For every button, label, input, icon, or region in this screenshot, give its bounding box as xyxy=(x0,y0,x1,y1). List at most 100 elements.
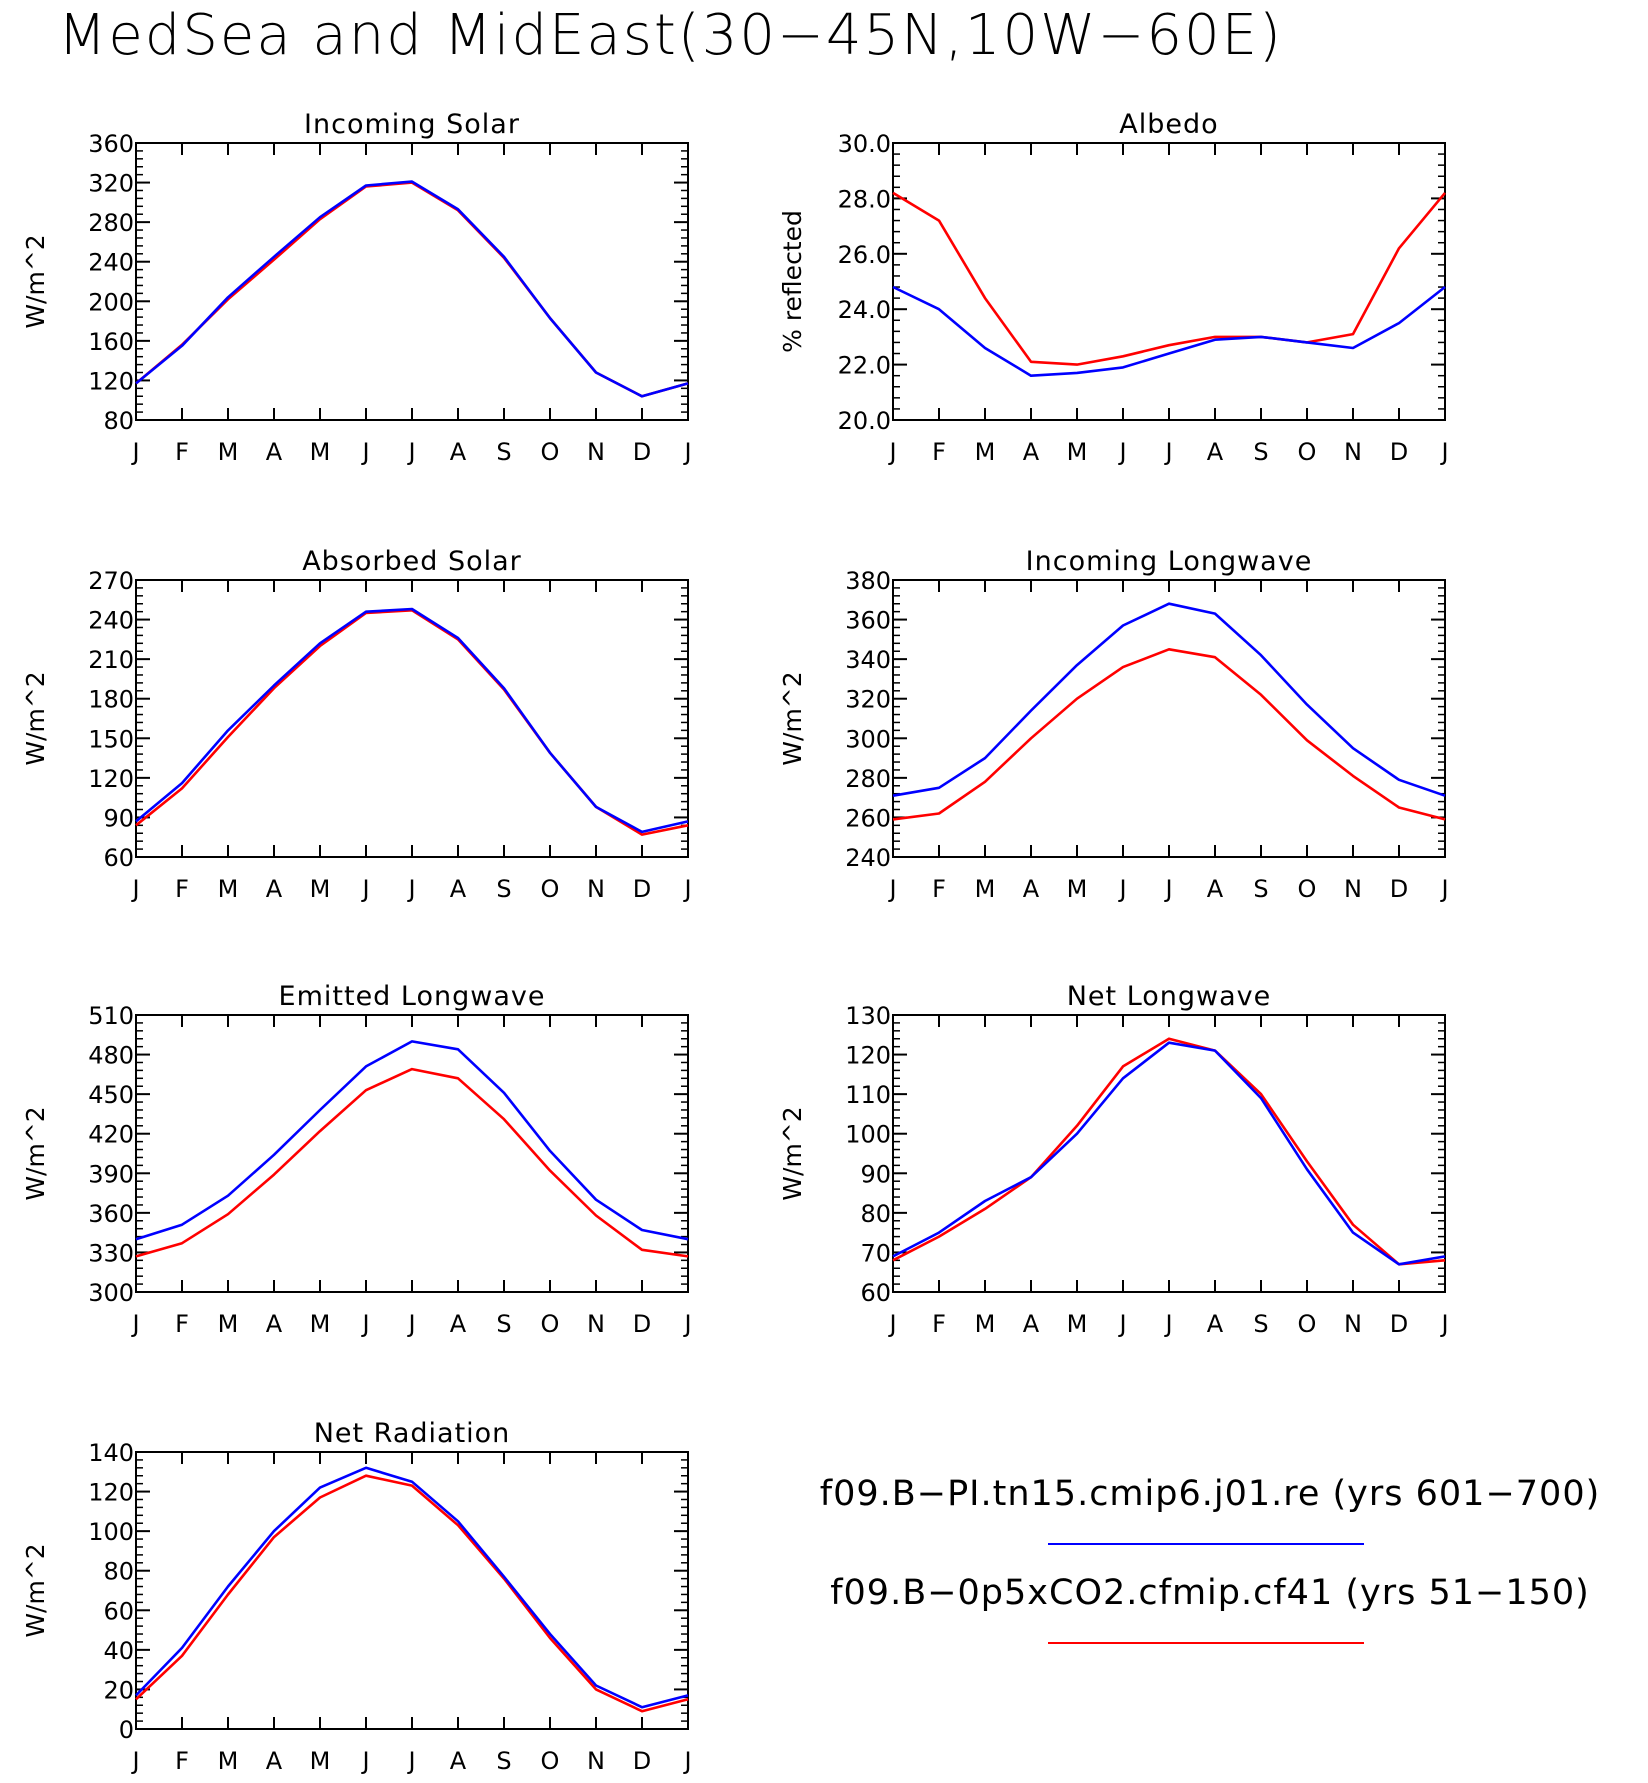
x-tick-label: J xyxy=(360,1747,369,1775)
series-line xyxy=(135,608,689,836)
y-tick-label: 340 xyxy=(845,646,891,674)
x-tick-label: J xyxy=(1163,1310,1172,1338)
x-tick-label: J xyxy=(1163,438,1172,466)
x-tick-label: M xyxy=(218,1747,239,1775)
x-tick-label: J xyxy=(1439,875,1448,903)
x-tick-label: O xyxy=(1298,1310,1317,1338)
y-axis-label: W/m^2 xyxy=(778,671,807,765)
y-tick-label: 60 xyxy=(103,1597,134,1625)
x-tick-label: F xyxy=(175,1747,189,1775)
y-tick-label: 110 xyxy=(845,1081,891,1109)
x-tick-label: J xyxy=(887,438,896,466)
y-tick-label: 28.0 xyxy=(838,185,891,213)
chart-panel: J F M A M J J A S O N D J6090120150180210240270W/m^2… xyxy=(21,546,692,903)
y-tick-label: 24.0 xyxy=(838,296,891,324)
series-line xyxy=(135,180,689,398)
x-tick-label: A xyxy=(266,1747,283,1775)
y-tick-label: 26.0 xyxy=(838,241,891,269)
x-tick-label: M xyxy=(975,1310,996,1338)
x-tick-label: J xyxy=(406,1310,415,1338)
x-tick-label: D xyxy=(633,1747,651,1775)
x-tick-label: J xyxy=(682,1747,691,1775)
x-tick-label: S xyxy=(1253,875,1268,903)
x-tick-label: O xyxy=(541,438,560,466)
y-axis-label: % reflected xyxy=(778,210,807,353)
x-tick-label: J xyxy=(1439,438,1448,466)
x-tick-label: J xyxy=(1439,1310,1448,1338)
y-tick-label: 420 xyxy=(88,1121,134,1149)
x-tick-label: M xyxy=(975,875,996,903)
x-tick-label: J xyxy=(360,875,369,903)
y-tick-label: 100 xyxy=(845,1121,891,1149)
y-tick-label: 150 xyxy=(88,725,134,753)
legend-label-blue: f09.B−PI.tn15.cmip6.j01.re (yrs 601−700) xyxy=(820,1474,1601,1514)
x-tick-label: J xyxy=(360,1310,369,1338)
x-tick-label: M xyxy=(975,438,996,466)
x-tick-label: J xyxy=(887,1310,896,1338)
y-tick-label: 120 xyxy=(88,1479,134,1507)
panel-title: Emitted Longwave xyxy=(279,981,546,1012)
y-tick-label: 80 xyxy=(860,1200,891,1228)
x-tick-label: D xyxy=(633,875,651,903)
x-tick-label: O xyxy=(541,875,560,903)
y-tick-label: 240 xyxy=(88,249,134,277)
y-tick-label: 360 xyxy=(88,130,134,158)
y-tick-label: 30.0 xyxy=(838,130,891,158)
x-tick-label: D xyxy=(1390,875,1408,903)
y-tick-label: 100 xyxy=(88,1518,134,1546)
y-tick-label: 120 xyxy=(845,1042,891,1070)
y-tick-label: 330 xyxy=(88,1239,134,1267)
y-tick-label: 60 xyxy=(103,844,134,872)
panels: J F M A M J J A S O N D J80120160200240280320360W/m^… xyxy=(21,109,1449,1775)
y-tick-label: 280 xyxy=(845,765,891,793)
y-tick-label: 60 xyxy=(860,1279,891,1307)
y-tick-label: 480 xyxy=(88,1042,134,1070)
y-tick-label: 200 xyxy=(88,288,134,316)
series-line xyxy=(892,1041,1446,1266)
x-tick-label: M xyxy=(218,1310,239,1338)
x-tick-label: J xyxy=(682,438,691,466)
x-tick-label: A xyxy=(266,1310,283,1338)
plot-frame xyxy=(892,579,1446,858)
x-tick-label: F xyxy=(932,438,946,466)
x-tick-label: N xyxy=(1344,438,1362,466)
x-tick-label: J xyxy=(406,438,415,466)
y-tick-label: 320 xyxy=(845,686,891,714)
y-tick-label: 80 xyxy=(103,407,134,435)
series-line xyxy=(135,607,689,834)
x-tick-label: N xyxy=(587,1310,605,1338)
y-tick-label: 90 xyxy=(103,804,134,832)
y-tick-label: 120 xyxy=(88,367,134,395)
y-tick-label: 90 xyxy=(860,1160,891,1188)
x-tick-label: A xyxy=(1207,1310,1224,1338)
x-tick-label: M xyxy=(218,875,239,903)
y-tick-label: 0 xyxy=(119,1716,134,1744)
series-line xyxy=(892,647,1446,821)
x-tick-label: D xyxy=(633,438,651,466)
x-tick-label: J xyxy=(1117,875,1126,903)
y-tick-label: 510 xyxy=(88,1002,134,1030)
x-tick-label: J xyxy=(130,875,139,903)
chart-panel: J F M A M J J A S O N D J020406080100120140W/m^2Net … xyxy=(21,1418,692,1775)
x-tick-label: O xyxy=(1298,875,1317,903)
y-tick-label: 180 xyxy=(88,686,134,714)
series-line xyxy=(892,602,1446,797)
chart-panel: J F M A M J J A S O N D J20.022.024.026.028.030.0% r… xyxy=(778,109,1449,466)
series-line xyxy=(135,181,689,398)
plot-frame xyxy=(892,1014,1446,1293)
x-tick-label: F xyxy=(175,438,189,466)
x-tick-label: S xyxy=(496,438,511,466)
x-tick-label: J xyxy=(130,1747,139,1775)
x-tick-label: M xyxy=(310,438,331,466)
y-tick-label: 300 xyxy=(845,725,891,753)
y-tick-label: 140 xyxy=(88,1439,134,1467)
legend: f09.B−PI.tn15.cmip6.j01.re (yrs 601−700)… xyxy=(820,1474,1601,1644)
x-tick-label: A xyxy=(450,1310,467,1338)
x-tick-label: F xyxy=(932,1310,946,1338)
x-tick-label: J xyxy=(406,875,415,903)
y-tick-label: 280 xyxy=(88,209,134,237)
x-tick-label: D xyxy=(1390,438,1408,466)
x-tick-label: M xyxy=(310,1310,331,1338)
x-tick-label: O xyxy=(541,1310,560,1338)
y-tick-label: 210 xyxy=(88,646,134,674)
